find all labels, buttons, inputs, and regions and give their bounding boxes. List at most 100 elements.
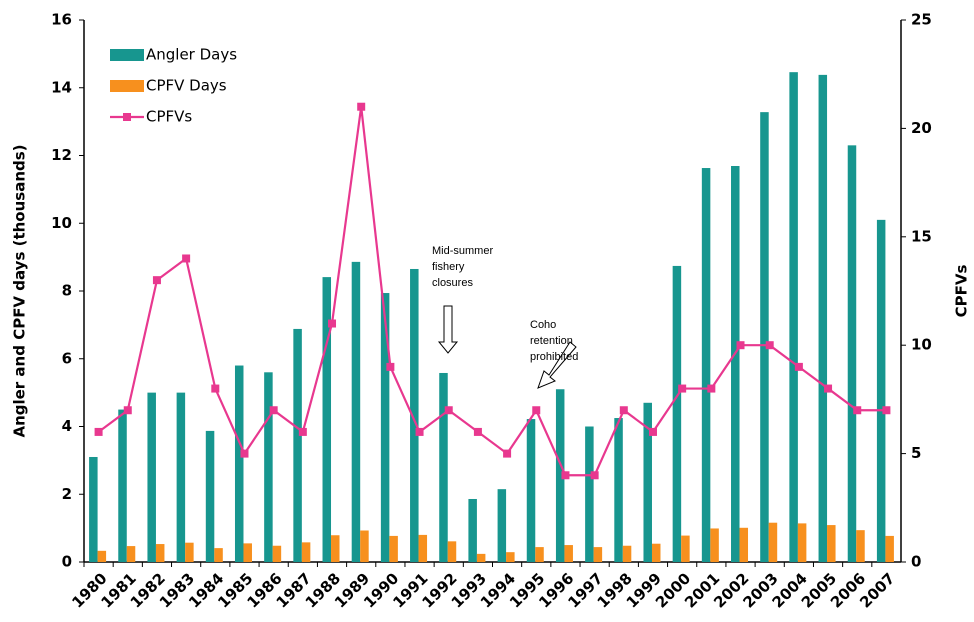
line-marker (794, 362, 803, 371)
y-tick-label: 4 (62, 417, 72, 435)
annotation: Mid-summer (432, 245, 493, 257)
y-tick-label: 2 (62, 485, 72, 503)
bar (789, 72, 798, 562)
line-marker (707, 384, 716, 393)
bar (97, 550, 107, 562)
y-tick-label: 12 (51, 146, 72, 164)
bar (89, 456, 98, 562)
bar (476, 553, 486, 562)
line-marker (240, 449, 249, 458)
bar (176, 392, 186, 562)
bar (739, 527, 749, 562)
bar (439, 372, 448, 562)
y-tick-label: 0 (62, 553, 72, 571)
bar (155, 544, 165, 562)
line-marker (182, 254, 191, 263)
y-tick-label: 14 (51, 78, 72, 96)
bar (506, 552, 515, 562)
bar (147, 392, 156, 562)
legend-swatch (123, 113, 131, 121)
bar (614, 418, 623, 562)
bar (301, 542, 311, 562)
y2-tick-label: 10 (911, 336, 932, 354)
bar (331, 535, 340, 562)
bar (214, 548, 223, 562)
bar (118, 409, 127, 562)
bar (585, 426, 594, 562)
line-marker (473, 427, 482, 436)
line-marker (152, 276, 161, 285)
annotation: closures (432, 277, 473, 289)
line-marker (503, 449, 512, 458)
y-axis-title: Angler and CPFV days (thousands) (11, 144, 29, 437)
line-marker (94, 427, 103, 436)
bar (380, 293, 390, 562)
bar (681, 535, 690, 562)
bar (185, 542, 194, 562)
bar (827, 525, 836, 562)
legend-label: Angler Days (146, 46, 237, 64)
bar (885, 535, 894, 562)
bar (410, 268, 419, 562)
bar (126, 546, 136, 562)
bar (651, 543, 661, 562)
bar (710, 528, 719, 562)
bar (205, 430, 215, 562)
legend-swatch (110, 49, 144, 61)
bar (876, 219, 886, 563)
bar (526, 419, 536, 562)
bar (535, 547, 544, 562)
bar (731, 166, 740, 562)
bar (797, 523, 807, 562)
bar (760, 112, 769, 562)
annotation: prohibited (530, 351, 578, 363)
line-marker (882, 406, 891, 415)
line-marker (211, 384, 220, 393)
y-tick-label: 16 (51, 11, 72, 29)
bar (360, 530, 369, 562)
annotation: Coho (530, 319, 556, 331)
bar (264, 372, 273, 562)
bar (272, 545, 282, 562)
y2-tick-label: 15 (911, 227, 932, 245)
y2-axis-title: CPFVs (953, 265, 971, 318)
line (97, 106, 887, 477)
annotation-arrow (437, 305, 459, 354)
y2-tick-label: 20 (911, 119, 932, 137)
legend-label: CPFV Days (146, 77, 227, 95)
y2-tick-label: 0 (911, 553, 921, 571)
bar (672, 265, 682, 562)
line-marker (590, 471, 599, 480)
bar (497, 489, 507, 562)
line-marker (386, 362, 395, 371)
bar (701, 168, 711, 562)
bar (243, 543, 252, 562)
bar (447, 541, 457, 562)
line-marker (415, 427, 424, 436)
line-marker (357, 102, 366, 111)
line-marker (328, 319, 337, 328)
bar (622, 545, 632, 562)
bar (389, 535, 398, 562)
y-tick-label: 10 (51, 214, 72, 232)
line-marker (648, 427, 657, 436)
bar (418, 534, 428, 562)
y2-tick-label: 5 (911, 444, 921, 462)
bar (818, 74, 828, 562)
line-marker (619, 406, 628, 415)
y-tick-label: 6 (62, 349, 72, 367)
bar (234, 365, 244, 562)
bar (856, 530, 865, 562)
line-marker (678, 384, 687, 393)
bar (847, 145, 857, 562)
line-marker (561, 471, 570, 480)
legend-swatch (110, 80, 144, 92)
bar (768, 522, 778, 562)
annotation: retention (530, 335, 573, 347)
y-tick-label: 8 (62, 282, 72, 300)
line-marker (298, 427, 307, 436)
line-marker (736, 341, 745, 350)
bar (564, 545, 573, 562)
bar (351, 261, 361, 562)
